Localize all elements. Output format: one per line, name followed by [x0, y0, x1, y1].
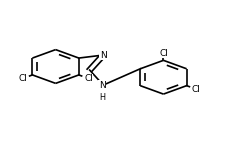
Text: H: H: [99, 93, 105, 102]
Text: N: N: [100, 51, 107, 59]
Text: Cl: Cl: [192, 85, 201, 94]
Text: Cl: Cl: [84, 74, 93, 83]
Text: Cl: Cl: [159, 49, 168, 58]
Text: Cl: Cl: [18, 74, 27, 83]
Text: N: N: [99, 81, 106, 90]
